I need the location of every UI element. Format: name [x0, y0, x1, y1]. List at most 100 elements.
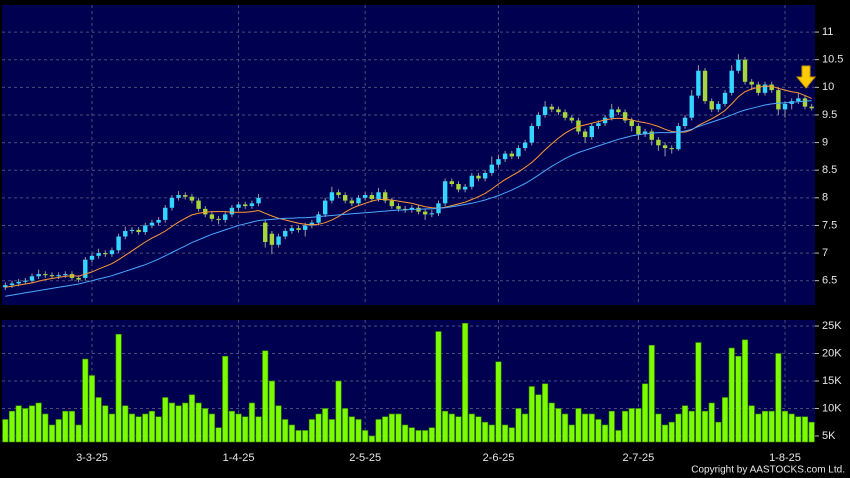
candle-body [642, 131, 648, 135]
volume-bar [642, 383, 649, 443]
candle-body [762, 84, 768, 93]
volume-bar [562, 413, 569, 443]
candle-body [183, 195, 188, 197]
volume-bar [475, 416, 482, 443]
volume-bar [622, 410, 629, 443]
candle-body [269, 233, 275, 245]
candle-body [596, 123, 601, 126]
candle-body [36, 274, 41, 277]
volume-bar [82, 358, 89, 443]
candle-body [303, 225, 308, 230]
y-tick-label: 10K [822, 402, 842, 414]
candle-body [756, 84, 761, 93]
volume-bar [682, 405, 689, 443]
y-tick-label: 6.5 [822, 275, 837, 287]
y-tick-label: 25K [822, 320, 842, 332]
volume-bar [302, 430, 309, 443]
volume-bar [468, 413, 475, 443]
candle-body [429, 213, 435, 215]
candle-body [342, 195, 348, 201]
candle-body [809, 106, 814, 109]
volume-bar [635, 408, 642, 443]
volume-bar [382, 416, 389, 443]
candle-body [796, 98, 801, 102]
volume-bar [362, 430, 369, 443]
candle-body [43, 274, 48, 276]
volume-bar [781, 410, 789, 443]
volume-bar [775, 353, 782, 443]
candle-body [776, 90, 781, 110]
candle-body [369, 195, 375, 199]
volume-bar [42, 413, 49, 443]
volume-bar [242, 416, 249, 443]
volume-bar [348, 416, 355, 443]
candle-body [602, 117, 608, 124]
volume-bar [588, 413, 595, 443]
candle-body [516, 148, 521, 157]
volume-bar [102, 405, 109, 443]
candle-body [256, 197, 261, 204]
volume-bar [288, 424, 295, 443]
copyright: Copyright by AASTOCKS.com Ltd. [691, 465, 845, 476]
y-tick-label: 10.5 [822, 54, 843, 66]
candle-body [263, 222, 268, 243]
candle-body [662, 145, 668, 149]
volume-bar [128, 413, 135, 443]
candle-body [722, 92, 728, 104]
candle-body [76, 277, 81, 280]
volume-bar [208, 413, 215, 443]
candle-body [676, 125, 681, 150]
candle-body [229, 207, 235, 215]
candle-body [276, 236, 281, 245]
candle-body [163, 207, 168, 220]
x-tick-label: 2-7-25 [623, 452, 655, 464]
volume-bar [402, 424, 409, 443]
candle-body [622, 112, 628, 121]
x-tick-label: 1-8-25 [769, 452, 801, 464]
volume-bar [195, 402, 202, 443]
volume-bar [488, 424, 495, 443]
volume-bar [202, 408, 209, 443]
candle-body [476, 175, 481, 179]
moving-average-line [5, 100, 812, 297]
volume-bar [315, 413, 322, 443]
volume-bar [142, 413, 149, 443]
candle-body [49, 275, 55, 277]
candle-body [682, 117, 688, 126]
candle-body [502, 153, 508, 160]
candle-body [149, 222, 155, 226]
candle-body [249, 203, 255, 207]
candle-body [562, 112, 568, 118]
candle-body [656, 139, 661, 146]
candle-body [769, 84, 774, 91]
candle-body [243, 204, 248, 207]
candle-body [382, 192, 388, 201]
volume-bar [235, 413, 242, 443]
y-tick-label: 10 [822, 81, 834, 93]
candle-body [689, 95, 694, 118]
candle-body [296, 228, 301, 230]
candle-body [569, 117, 574, 121]
candle-body [736, 59, 741, 71]
volume-bar [741, 339, 749, 443]
candle-body [116, 236, 121, 251]
volume-bar [295, 430, 302, 443]
candle-body [409, 207, 415, 210]
candle-body [109, 250, 115, 255]
volume-bar [408, 427, 415, 443]
volume-bar [388, 413, 395, 443]
volume-bar [8, 410, 16, 443]
volume-bar [508, 427, 515, 443]
volume-bar [162, 397, 169, 443]
volume-bar [728, 347, 735, 443]
candle-body [176, 195, 181, 198]
volume-bar [722, 397, 729, 443]
candle-body [123, 230, 128, 237]
candle-body [362, 195, 368, 198]
candle-body [283, 230, 288, 237]
volume-bar [602, 424, 609, 443]
x-tick-label: 2-5-25 [349, 452, 381, 464]
volume-bar [788, 413, 795, 443]
volume-bar [135, 416, 142, 443]
